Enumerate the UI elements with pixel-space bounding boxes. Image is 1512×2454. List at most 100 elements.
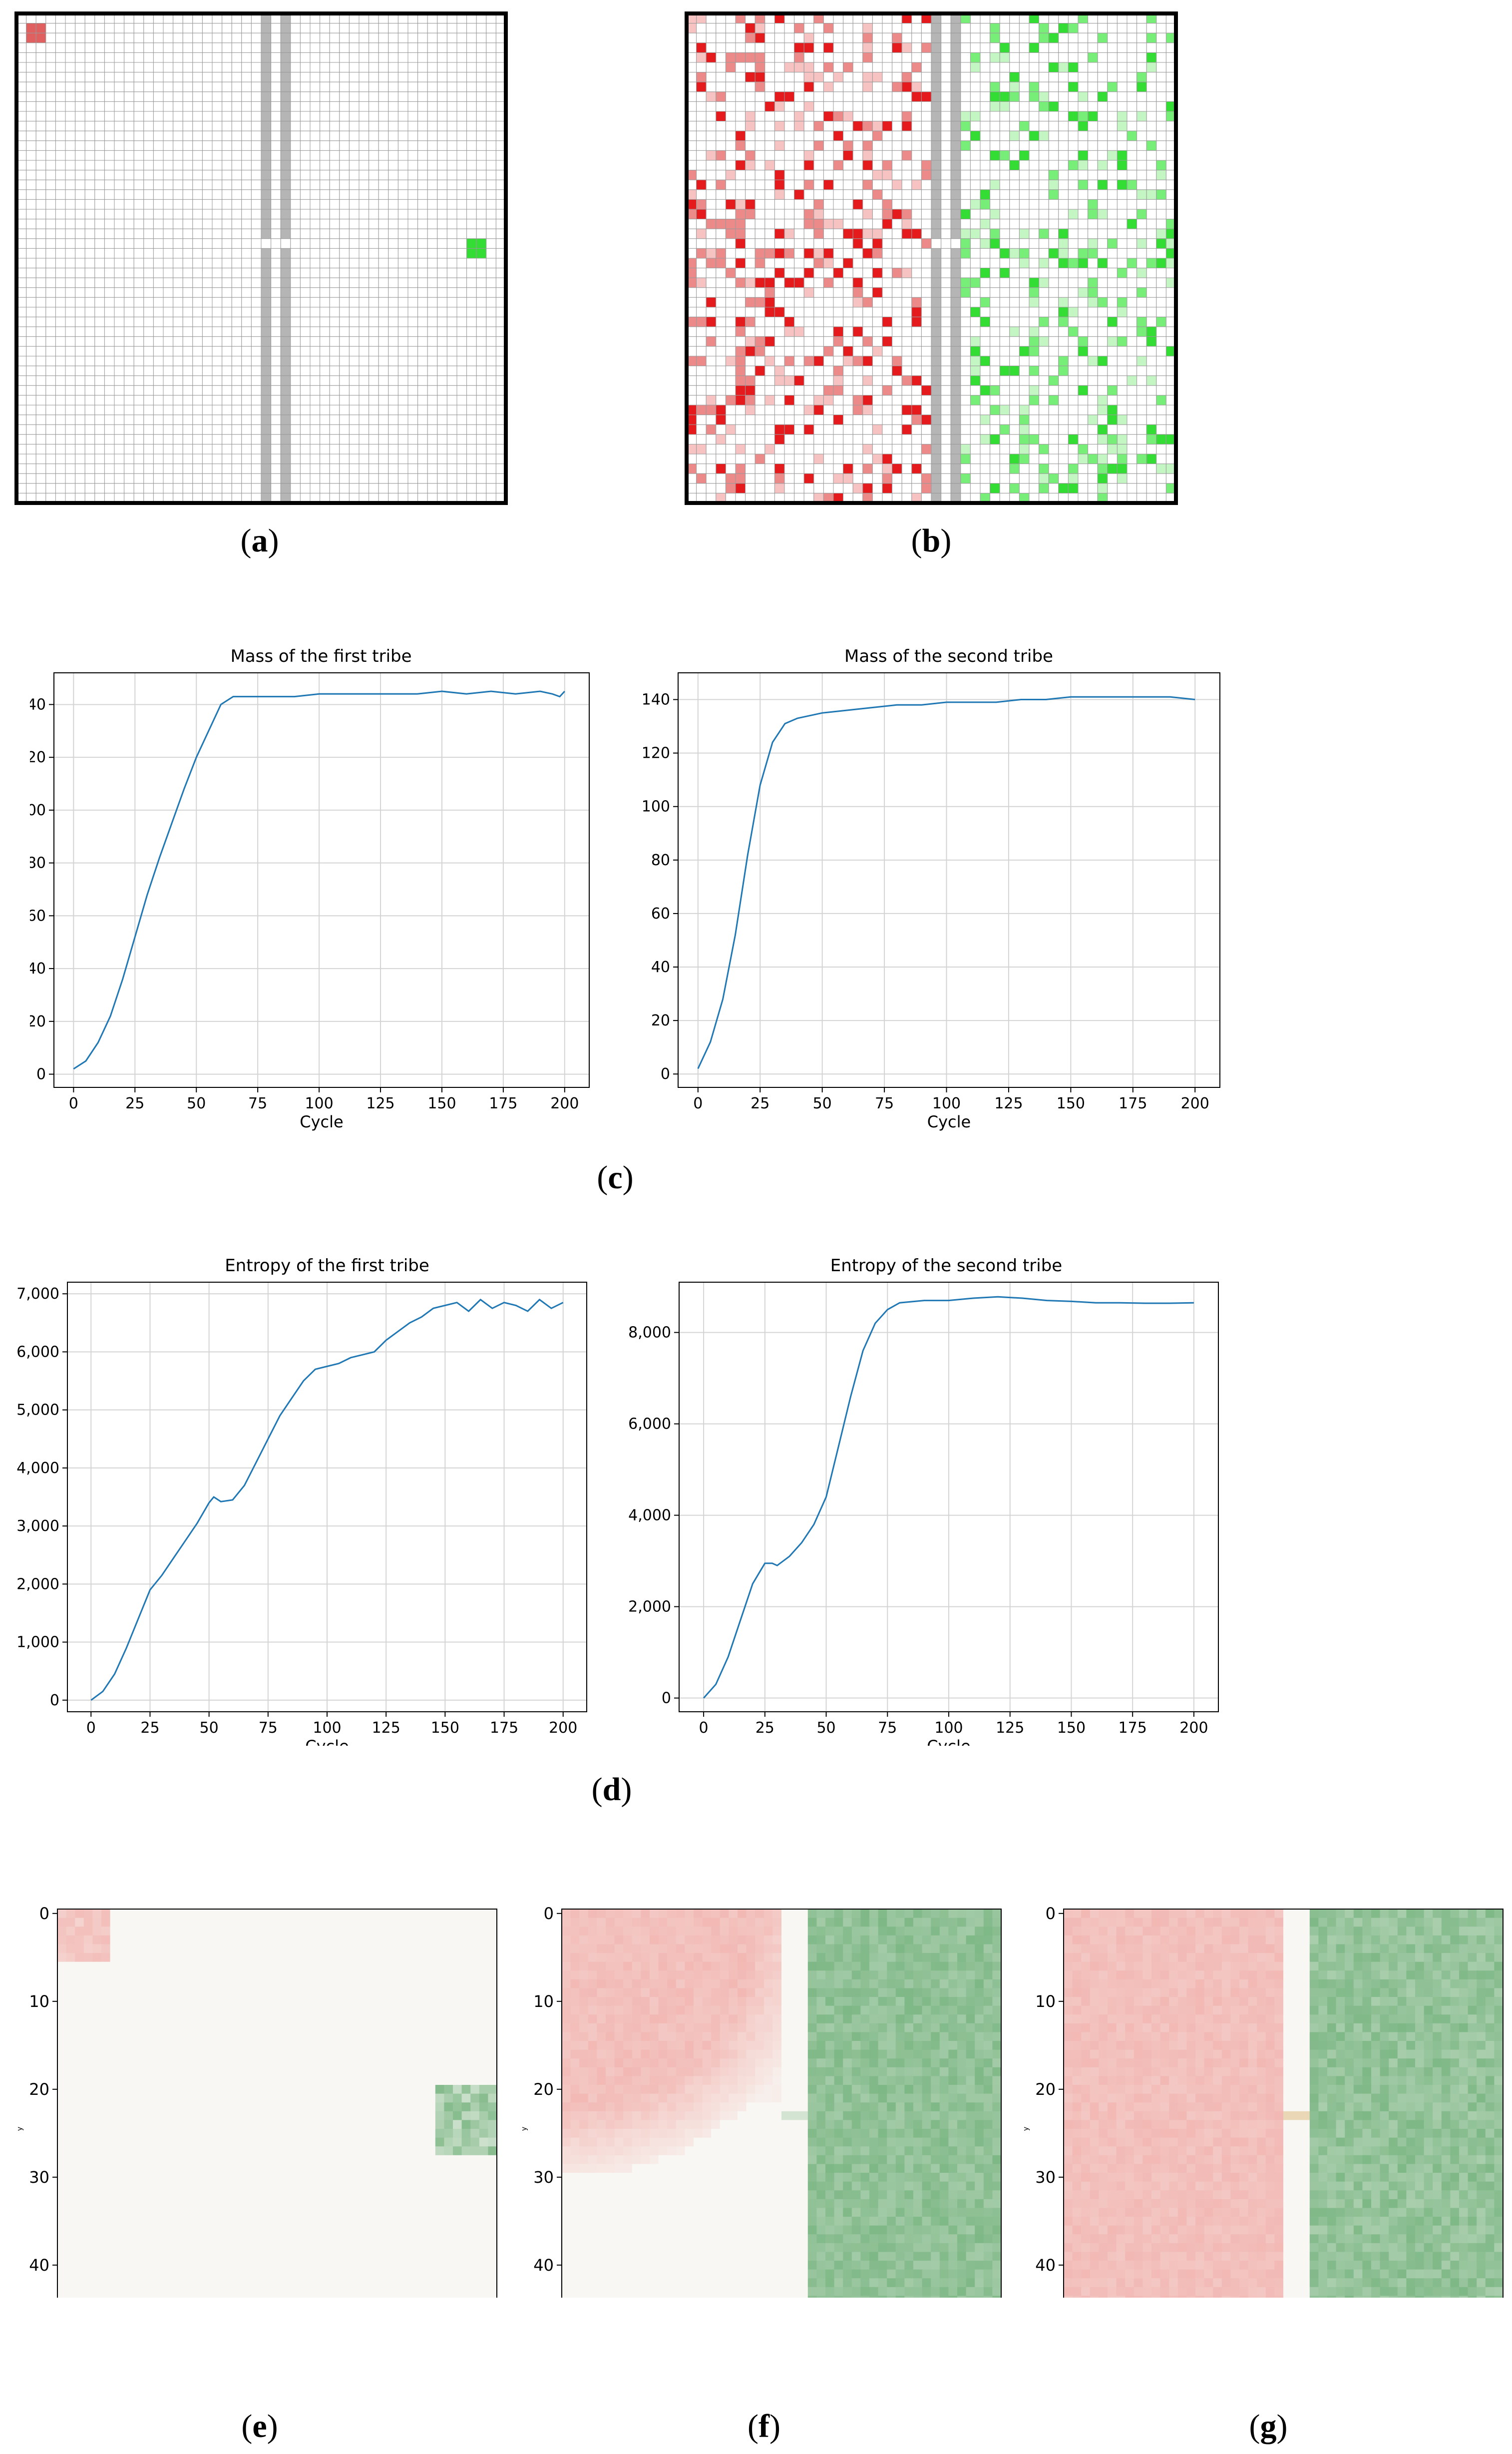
- grid-cell: [745, 238, 756, 249]
- grid-cell: [417, 140, 428, 151]
- grid-cell: [960, 434, 971, 445]
- grid-cell: [359, 317, 370, 327]
- grid-cell: [407, 415, 418, 425]
- grid-cell: [1127, 170, 1137, 180]
- grid-cell: [784, 366, 795, 376]
- grid-cell: [446, 346, 457, 357]
- grid-cell: [114, 277, 125, 288]
- grid-cell: [476, 366, 487, 376]
- grid-cell: [446, 228, 457, 239]
- grid-cell: [84, 356, 95, 367]
- grid-cell: [823, 268, 834, 278]
- grid-cell: [960, 356, 971, 367]
- grid-cell: [456, 483, 467, 493]
- grid-cell: [794, 366, 804, 376]
- grid-cell: [173, 199, 183, 210]
- grid-cell: [1009, 297, 1020, 308]
- grid-cell: [182, 209, 193, 220]
- grid-cell: [803, 81, 814, 92]
- grid-cell: [349, 72, 360, 82]
- grid-cell: [446, 277, 457, 288]
- grid-cell: [300, 101, 311, 112]
- grid-cell: [999, 473, 1010, 484]
- grid-cell: [843, 189, 853, 200]
- grid-cell: [182, 111, 193, 122]
- grid-cell: [222, 42, 232, 53]
- grid-cell: [407, 150, 418, 161]
- grid-cell: [1088, 219, 1098, 229]
- grid-cell: [882, 170, 893, 180]
- grid-cell: [261, 209, 272, 220]
- grid-cell: [803, 238, 814, 249]
- grid-cell: [84, 375, 95, 386]
- grid-cell: [735, 170, 746, 180]
- grid-cell: [813, 258, 824, 269]
- grid-cell: [133, 72, 144, 82]
- grid-cell: [706, 346, 717, 357]
- grid-cell: [1039, 111, 1049, 122]
- grid-cell: [251, 140, 262, 151]
- grid-cell: [427, 385, 438, 396]
- grid-cell: [163, 424, 174, 435]
- grid-cell: [45, 415, 56, 425]
- grid-cell: [813, 228, 824, 239]
- grid-cell: [1107, 150, 1118, 161]
- grid-cell: [862, 62, 873, 73]
- grid-cell: [320, 140, 330, 151]
- grid-cell: [290, 356, 301, 367]
- grid-cell: [104, 366, 115, 376]
- grid-cell: [745, 483, 756, 493]
- grid-cell: [706, 62, 717, 73]
- grid-cell: [1127, 140, 1137, 151]
- grid-cell: [735, 209, 746, 220]
- grid-cell: [941, 72, 951, 82]
- grid-cell: [231, 356, 242, 367]
- grid-cell: [388, 405, 398, 416]
- grid-cell: [104, 238, 115, 249]
- grid-cell: [35, 238, 46, 249]
- grid-cell: [901, 238, 912, 249]
- grid-cell: [1146, 228, 1157, 239]
- grid-cell: [349, 297, 360, 308]
- grid-cell: [94, 317, 105, 327]
- grid-cell: [143, 238, 154, 249]
- grid-cell: [300, 405, 311, 416]
- grid-cell: [397, 415, 408, 425]
- grid-cell: [794, 356, 804, 367]
- grid-cell: [202, 287, 213, 298]
- grid-cell: [45, 366, 56, 376]
- grid-cell: [911, 111, 922, 122]
- grid-cell: [310, 464, 321, 474]
- grid-cell: [320, 385, 330, 396]
- grid-cell: [745, 130, 756, 141]
- grid-cell: [202, 42, 213, 53]
- grid-cell: [397, 42, 408, 53]
- grid-cell: [764, 268, 775, 278]
- grid-cell: [437, 326, 447, 337]
- grid-cell: [1136, 121, 1147, 131]
- grid-cell: [911, 189, 922, 200]
- grid-cell: [1058, 179, 1069, 190]
- grid-cell: [843, 434, 853, 445]
- grid-cell: [456, 326, 467, 337]
- grid-cell: [980, 189, 991, 200]
- grid-cell: [1048, 219, 1059, 229]
- grid-cell: [329, 464, 340, 474]
- grid-cell: [696, 415, 707, 425]
- grid-cell: [1009, 444, 1020, 455]
- grid-cell: [1146, 385, 1157, 396]
- grid-cell: [427, 238, 438, 249]
- grid-cell: [941, 238, 951, 249]
- grid-cell: [349, 287, 360, 298]
- grid-cell: [124, 81, 134, 92]
- grid-cell: [35, 179, 46, 190]
- grid-cell: [1088, 434, 1098, 445]
- grid-cell: [774, 258, 785, 269]
- grid-cell: [486, 287, 496, 298]
- grid-cell: [774, 317, 785, 327]
- grid-cell: [1019, 415, 1030, 425]
- grid-cell: [716, 72, 726, 82]
- grid-cell: [182, 199, 193, 210]
- grid-cell: [852, 238, 863, 249]
- grid-cell: [1146, 287, 1157, 298]
